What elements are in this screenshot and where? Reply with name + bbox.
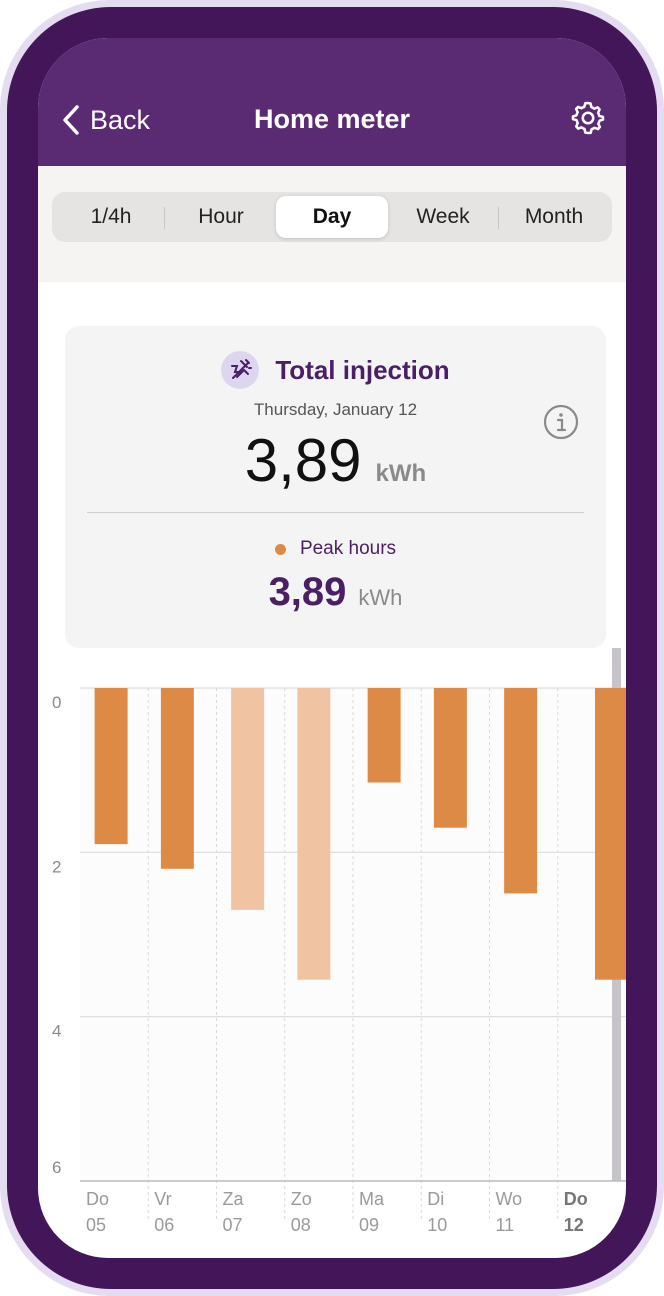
x-tick-weekday: Za <box>223 1189 245 1209</box>
y-tick-label: 6 <box>52 1158 61 1177</box>
x-tick-weekday: Do <box>564 1189 588 1209</box>
bar-vr-06 <box>160 688 194 869</box>
tab-week[interactable]: Week <box>416 205 470 228</box>
bar-do-05 <box>94 688 128 845</box>
peak-value: 3,89 <box>268 570 347 614</box>
y-tick-label: 2 <box>52 857 61 876</box>
total-unit: kWh <box>375 460 427 487</box>
solar-injection-glyph <box>231 359 253 379</box>
bar-do-12 <box>595 688 626 980</box>
x-tick-day: 07 <box>223 1215 243 1235</box>
app-screen: Back Home meter 1/4h Hour Day Week Month <box>38 38 626 1258</box>
period-selector-area: 1/4h Hour Day Week Month <box>38 166 626 282</box>
bar-wo-11 <box>504 688 538 894</box>
summary-card: Total injection Thursday, January 12 3,8… <box>65 326 606 648</box>
card-divider <box>87 512 584 513</box>
peak-value-row: 3,89 kWh <box>65 570 606 615</box>
bar-di-10 <box>433 688 467 828</box>
x-tick-day: 11 <box>496 1215 515 1235</box>
x-tick-day: 09 <box>359 1215 379 1235</box>
x-tick-day: 08 <box>291 1215 311 1235</box>
total-row: 3,89 kWh <box>65 426 606 495</box>
period-segmented-control: 1/4h Hour Day Week Month <box>52 192 612 242</box>
gear-icon[interactable] <box>569 99 607 137</box>
back-button[interactable]: Back <box>60 100 150 140</box>
x-tick-weekday: Ma <box>359 1189 385 1209</box>
x-tick-day: 12 <box>564 1215 584 1235</box>
daily-injection-chart: 0 2 4 6 Do 05 Vr 06 Za 07 Zo 08 Ma 09 Di 10 Wo 11 Do 12 <box>52 648 626 1235</box>
x-tick-weekday: Zo <box>291 1189 312 1209</box>
x-tick-weekday: Wo <box>496 1189 523 1209</box>
page-title: Home meter <box>253 104 411 134</box>
x-tick-day: 06 <box>154 1215 174 1235</box>
tab-month[interactable]: Month <box>524 205 584 228</box>
x-tick-weekday: Vr <box>154 1189 171 1209</box>
solar-injection-icon <box>221 351 260 389</box>
x-tick-weekday: Di <box>427 1189 444 1209</box>
segment-divider <box>498 207 499 229</box>
top-bar: Back Home meter <box>38 38 626 166</box>
card-title: Total injection <box>275 354 450 385</box>
segment-divider <box>164 207 165 229</box>
y-tick-label: 4 <box>52 1022 61 1041</box>
tab-day[interactable]: Day <box>276 196 388 238</box>
bar-zo-08 <box>297 688 331 980</box>
x-tick-day: 05 <box>86 1215 106 1235</box>
bar-za-07 <box>231 688 265 910</box>
tab-quarter-hour[interactable]: 1/4h <box>90 205 132 228</box>
total-value: 3,89 <box>244 427 362 494</box>
peak-unit: kWh <box>358 585 403 610</box>
info-icon[interactable] <box>543 404 579 440</box>
peak-legend: Peak hours <box>65 538 606 560</box>
card-title-row: Total injection <box>65 350 606 390</box>
peak-label: Peak hours <box>299 538 397 559</box>
x-tick-day: 10 <box>427 1215 447 1235</box>
x-tick-weekday: Do <box>86 1189 109 1209</box>
peak-dot <box>274 543 286 555</box>
back-label: Back <box>90 104 151 135</box>
tab-hour[interactable]: Hour <box>198 205 244 228</box>
y-tick-label: 0 <box>52 693 61 712</box>
bar-ma-09 <box>367 688 401 783</box>
chevron-left-icon <box>63 105 79 135</box>
selected-date: Thursday, January 12 <box>253 400 418 419</box>
